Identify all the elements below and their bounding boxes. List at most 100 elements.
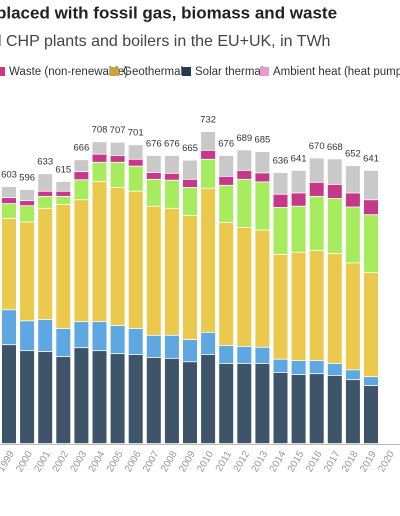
bar-segment	[128, 328, 143, 355]
legend-swatch	[110, 67, 119, 76]
bar-segment	[255, 152, 270, 173]
legend-label: Solar thermal	[195, 66, 263, 78]
bar-segment	[273, 172, 288, 194]
bar-segment	[201, 150, 216, 159]
bar-segment	[309, 250, 324, 361]
bar-segment	[327, 363, 342, 375]
bar-segment	[364, 386, 378, 444]
x-tick-label: 1999	[0, 449, 17, 474]
bar-segment	[327, 198, 342, 254]
bar-segment	[110, 354, 125, 444]
total-label: 685	[254, 135, 270, 146]
bar-segment	[291, 252, 306, 361]
bar-segment	[128, 145, 143, 159]
bar-segment	[255, 182, 270, 230]
bar-segment	[38, 174, 53, 191]
bar-segment	[237, 170, 252, 179]
bar-segment	[56, 191, 71, 196]
bar-segment	[309, 374, 324, 444]
x-tick-label: 2016	[304, 449, 325, 474]
bar-segment	[38, 191, 53, 196]
total-label: 652	[345, 149, 361, 160]
bar-segment	[2, 310, 16, 345]
bar-segment	[92, 351, 107, 444]
total-label: 676	[146, 138, 162, 149]
bar-segment	[2, 186, 16, 198]
bar-segment	[74, 348, 89, 444]
x-tick-label: 2010	[195, 449, 216, 474]
bar-segment	[273, 207, 288, 254]
total-label: 636	[273, 155, 289, 166]
bar-segment	[56, 181, 71, 191]
bar-segment	[309, 196, 324, 251]
bar-segment	[92, 181, 107, 322]
bar-segment	[56, 204, 71, 329]
bar-segment	[364, 170, 378, 200]
bar-segment	[2, 345, 16, 444]
legend-label: Geothermal	[123, 66, 183, 78]
bar-segment	[345, 263, 360, 370]
bar-segment	[327, 184, 342, 199]
bar-segment	[219, 345, 234, 364]
total-label: 701	[128, 128, 144, 139]
x-tick-label: 2017	[322, 449, 343, 474]
bar-segment	[2, 204, 16, 219]
bar-segment	[183, 179, 197, 188]
bar-segment	[255, 230, 270, 347]
legend-swatch	[260, 67, 269, 76]
bar-segment	[110, 162, 125, 188]
bar-segment	[273, 254, 288, 359]
bar-segment	[164, 155, 179, 173]
bar-segment	[219, 155, 234, 176]
bar-segment	[201, 188, 216, 332]
legend-swatch	[0, 67, 5, 76]
bar-segment	[20, 222, 35, 321]
x-tick-label: 2006	[123, 449, 144, 474]
bar-segment	[291, 374, 306, 444]
total-label: 670	[309, 141, 325, 152]
total-label: 668	[327, 142, 343, 153]
x-tick-label: 2004	[87, 449, 108, 474]
x-tick-label: 2020	[376, 449, 397, 474]
bar-segment	[164, 335, 179, 358]
bar-segment	[273, 194, 288, 208]
bar-segment	[183, 187, 197, 216]
bar-segment	[146, 155, 161, 173]
total-label: 603	[1, 169, 17, 180]
bar-segment	[345, 207, 360, 263]
bar-segment	[309, 182, 324, 196]
bar-segment	[237, 150, 252, 170]
bar-segment	[74, 180, 89, 200]
bar-segment	[164, 358, 179, 444]
bar-segment	[237, 179, 252, 228]
bar-segment	[110, 155, 125, 162]
total-label: 689	[236, 133, 252, 144]
chart-title: placed with fossil gas, biomass and wast…	[0, 3, 337, 22]
bar-segment	[164, 173, 179, 180]
bar-segment	[201, 159, 216, 188]
bar-segment	[183, 215, 197, 340]
bar-segment	[183, 160, 197, 179]
bar-segment	[92, 162, 107, 182]
total-label: 615	[55, 164, 71, 175]
bar-segment	[219, 363, 234, 444]
bar-segment	[92, 142, 107, 154]
bar-segment	[309, 158, 324, 182]
bar-segment	[20, 189, 35, 201]
bar-segment	[273, 372, 288, 444]
bar-segment	[201, 332, 216, 355]
bar-segment	[219, 176, 234, 185]
x-tick-label: 2005	[105, 449, 126, 474]
bar-segment	[291, 360, 306, 375]
bar-segment	[56, 328, 71, 357]
total-label: 641	[291, 153, 307, 164]
bar-segment	[128, 166, 143, 191]
bar-segment	[92, 322, 107, 351]
bar-segment	[345, 380, 360, 444]
bar-segment	[237, 346, 252, 364]
bar-segment	[74, 322, 89, 348]
bar-segment	[146, 357, 161, 444]
bar-segment	[364, 215, 378, 273]
